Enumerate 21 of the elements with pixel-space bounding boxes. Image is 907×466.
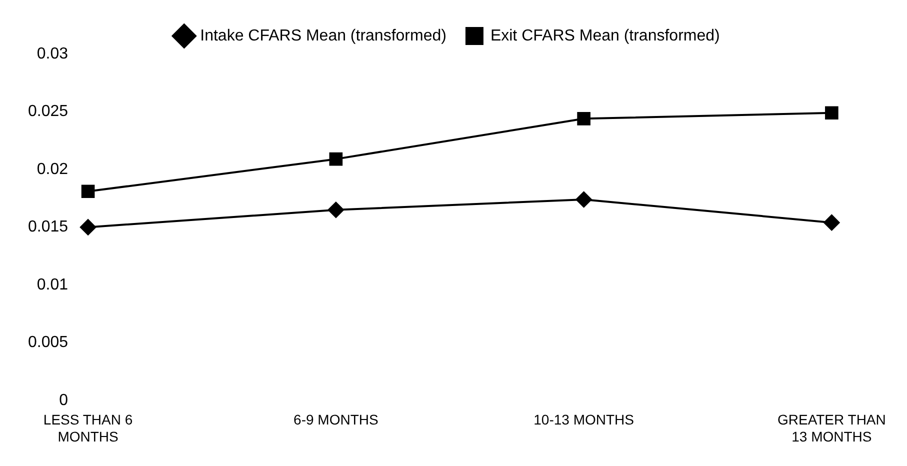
x-tick-label: LESS THAN 6 MONTHS	[43, 412, 133, 444]
x-tick-label: 6-9 MONTHS	[294, 412, 378, 428]
x-tick-label: 10-13 MONTHS	[534, 412, 634, 428]
point	[576, 191, 592, 208]
y-tick-label: 0.005	[28, 334, 68, 352]
point	[577, 112, 590, 126]
point	[825, 106, 838, 120]
y-tick-label: 0.015	[28, 218, 68, 236]
y-tick-label: 0.01	[36, 276, 68, 294]
y-tick-label: 0.02	[36, 160, 68, 178]
legend-label: Exit CFARS Mean (transformed)	[490, 27, 720, 44]
y-tick-label: 0.03	[36, 45, 68, 62]
legend-label: Intake CFARS Mean (transformed)	[200, 27, 446, 44]
point	[328, 202, 344, 218]
point	[824, 214, 840, 231]
x-tick-label: GREATER THAN 13 MONTHS	[777, 412, 886, 444]
point	[80, 219, 96, 236]
y-tick-label: 0	[59, 392, 68, 409]
point	[329, 152, 343, 166]
point	[81, 184, 95, 198]
y-tick-label: 0.025	[28, 103, 68, 120]
